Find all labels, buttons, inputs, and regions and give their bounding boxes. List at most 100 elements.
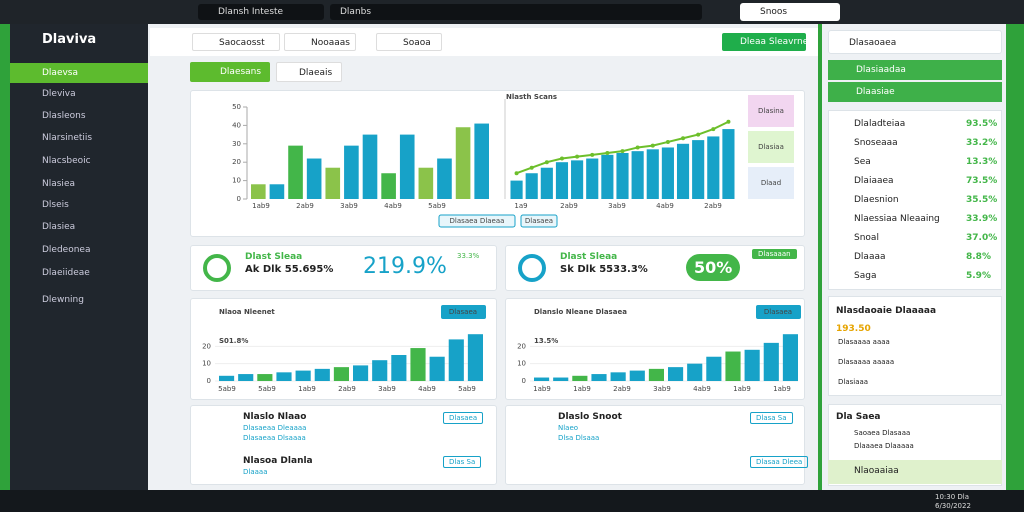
panel-green[interactable]: Dlasiaadaa [828,60,1002,80]
bar [410,348,426,381]
toolbar-button[interactable]: Soaoa [376,33,442,51]
nav-item[interactable]: Nlarsinetiis [42,133,93,143]
card-button[interactable]: Dlasa Sa [750,412,793,424]
bar [510,180,523,199]
bar [314,368,330,381]
bottom-card: Nlaslo Nlaao Dlasaeaa Dleaaaa Dlasaeaa Dls… [190,405,497,485]
card-button[interactable]: Dlas Sa [443,456,482,468]
small-chart: Dlanslo Nleane Dlasaea 13.5% Dlasaea 0 10 20 1… [517,305,801,393]
bar [474,123,489,199]
bar [631,151,644,199]
y-tick-label: 0 [237,195,241,203]
bottom-card: Dlaslo Snoot Nlaeo Dlsa Dlsaaa Dlasa Sa Dlas… [505,405,809,485]
y-tick-label: 50 [232,103,241,111]
list-value: 5.9% [966,271,991,281]
x-tick-label: 5ab9 [458,385,476,393]
chart-button [756,305,801,319]
list-name: Snoal [854,233,879,243]
tab-active[interactable]: Dlaesans [190,62,270,82]
line-dot [635,145,640,150]
line-dot [650,143,655,148]
bar [448,339,464,381]
bar [648,368,664,381]
bar [782,334,798,381]
chart-title: Dlanslo Nleane Dlasaea [534,308,627,316]
y-tick-label: 30 [232,140,241,148]
chart-button [520,214,558,228]
bar [429,356,445,381]
bar [676,143,690,199]
card-button[interactable]: Dlasaea [443,412,484,424]
line-dot [514,171,519,176]
bar [646,149,659,199]
small-chart-card: Dlanslo Nleane Dlasaea 13.5% Dlasaea 0 10 20 1… [505,298,805,400]
address-bar[interactable]: Dlanbs [330,4,702,20]
tab[interactable]: Dlansh Inteste [198,4,324,20]
chart-button-label: Dlasaea [449,308,477,316]
bar [610,372,626,381]
toolbar-button[interactable]: Saocaosst [192,33,280,51]
chart-button-label: Dlasaea [764,308,792,316]
small-chart-card: Nlaoa Nleenet S01.8% Dlasaea 0 10 20 5ab9 5ab9 1… [190,298,497,400]
list-value: 37.0% [966,233,998,243]
card-line: Dlaaaea Dlaaaaa [854,442,914,450]
card-button[interactable]: Dlasaa Dleea [750,456,809,468]
bar [333,367,349,381]
nav-item[interactable]: Dleviva [42,89,76,99]
bar [269,184,285,199]
bar [668,367,684,381]
list-value: 33.9% [966,214,998,224]
x-tick-label: 5ab9 [218,385,236,393]
toolbar-button[interactable]: Nooaaas [284,33,356,51]
bar [725,351,741,381]
nav-item[interactable]: Dledeonea [42,245,91,255]
nav-item[interactable]: Dlasleons [42,111,86,121]
nav-item[interactable]: Dlewning [42,295,84,305]
card-line: Saoaea Dlasaaa [854,429,911,437]
line-dot [696,132,701,137]
bar [344,145,359,199]
x-tick-label: 2ab9 [560,202,578,210]
list-value: 8.8% [966,252,991,262]
bar [276,372,292,381]
bar [381,173,396,199]
card-title: Nlaslo Nlaao [243,412,307,422]
card-line: Dlasaeaa Dlsaaaa [243,434,306,442]
bar [362,134,378,199]
action-button[interactable]: Dleaa Sleavrnet [722,33,812,51]
sidebar [10,24,148,490]
nav-item[interactable]: Dlaevsa [10,63,148,83]
nav-item[interactable]: Dlseis [42,200,69,210]
bar [238,374,254,381]
list-name: Sea [854,157,871,167]
card-title: Nlasdaoaie Dlaaaaa [836,306,937,316]
search-box[interactable]: Snoos [740,3,840,21]
y-tick-label: 10 [202,360,211,368]
bar [353,365,369,381]
legend-box [748,95,794,127]
y-tick-label: 20 [232,158,241,166]
nav-item[interactable]: Nlasiea [42,179,75,189]
x-tick-label: 1ab9 [252,202,270,210]
stat-card: Dlast Sleaa Ak Dlk 55.695% 219.9% 33.3% [190,245,497,291]
y-tick-label: 40 [232,121,241,129]
small-chart: Nlaoa Nleenet S01.8% Dlasaea 0 10 20 5ab9 5ab9 1… [202,305,486,393]
x-tick-label: 1ab9 [773,385,791,393]
card-line: Nlaeo [558,424,579,432]
nav-item[interactable]: Nlacsbeoic [42,156,91,166]
y-tick-label: 10 [517,360,526,368]
x-tick-label: 1ab9 [573,385,591,393]
tab[interactable]: Dlaeais [276,62,342,82]
nav-item[interactable]: Dlasiea [42,222,76,232]
bar [661,147,674,199]
bar [553,377,569,381]
list-value: 35.5% [966,195,998,205]
bar [219,375,235,381]
clock: 10:30 Dla [935,493,970,501]
legend-box [748,131,794,163]
card-line: Dlasaeaa Dleaaaa [243,424,307,432]
nav-item[interactable]: Dlaeiideae [42,268,90,278]
bar [629,370,645,381]
panel-green[interactable]: Dlaasiae [828,82,1002,102]
card-line: Dlasaaaa aaaa [838,338,890,346]
